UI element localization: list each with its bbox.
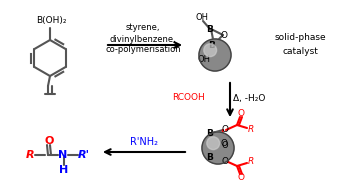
Text: B: B: [208, 42, 216, 50]
Text: divinylbenzene,: divinylbenzene,: [109, 35, 176, 43]
Circle shape: [207, 137, 220, 150]
Text: O: O: [44, 136, 54, 146]
Text: O: O: [221, 156, 228, 166]
Circle shape: [204, 44, 217, 57]
Text: O: O: [238, 174, 244, 183]
Text: B: B: [206, 129, 214, 138]
Text: OH: OH: [196, 12, 208, 22]
Circle shape: [202, 132, 234, 164]
Text: OH: OH: [198, 54, 211, 64]
Text: B: B: [206, 25, 214, 33]
Text: Δ, -H₂O: Δ, -H₂O: [233, 94, 265, 102]
Text: solid-phase: solid-phase: [274, 33, 326, 43]
Text: R: R: [248, 125, 254, 133]
Text: R: R: [248, 157, 254, 167]
Text: R'NH₂: R'NH₂: [130, 137, 158, 147]
Text: R: R: [26, 150, 34, 160]
Text: RCOOH: RCOOH: [172, 94, 205, 102]
Circle shape: [199, 39, 231, 71]
Text: O: O: [220, 139, 227, 147]
Text: N: N: [58, 150, 67, 160]
Text: catalyst: catalyst: [282, 46, 318, 56]
Text: R': R': [78, 150, 90, 160]
Text: O: O: [220, 30, 227, 40]
Text: styrene,: styrene,: [126, 23, 160, 33]
Text: O: O: [238, 109, 244, 119]
Text: O: O: [222, 142, 228, 150]
Text: O: O: [221, 125, 228, 135]
Text: B(OH)₂: B(OH)₂: [36, 16, 66, 25]
Text: B: B: [206, 153, 214, 163]
Text: H: H: [59, 165, 68, 175]
Text: co-polymerisation: co-polymerisation: [105, 46, 181, 54]
